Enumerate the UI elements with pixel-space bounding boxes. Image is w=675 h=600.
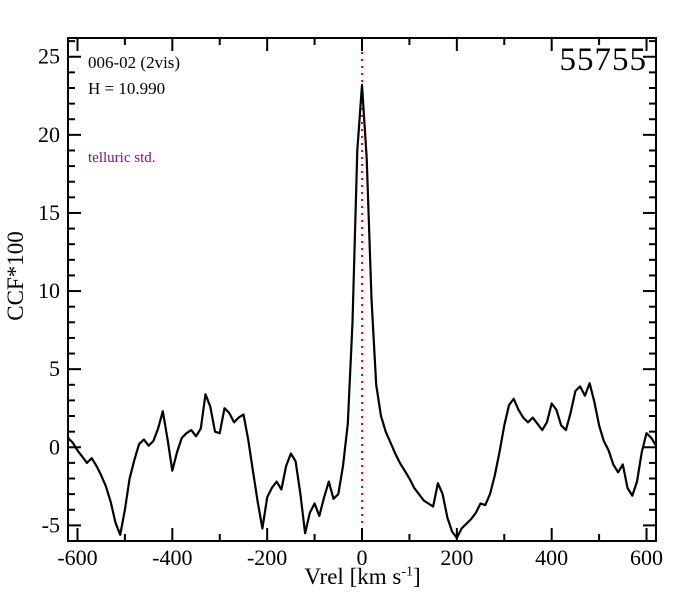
- y-tick-label: 10: [38, 278, 60, 303]
- y-tick-label: 20: [38, 122, 60, 147]
- h-magnitude-label: H = 10.990: [88, 79, 166, 98]
- telluric-std-label: telluric std.: [88, 150, 156, 166]
- x-tick-label: 400: [535, 545, 568, 570]
- ccf-curve: [66, 83, 658, 540]
- y-axis-title: CCF*100: [3, 231, 28, 321]
- x-tick-label: -200: [247, 545, 287, 570]
- x-tick-label: 600: [630, 545, 663, 570]
- x-axis-title-text: Vrel [km s: [304, 564, 402, 589]
- tick-labels: -600 -400 -200 0 200 400 600 -5 0 5 10 15 20 25: [38, 44, 663, 570]
- aperture-visit-label: 006-02 (2vis): [88, 53, 181, 72]
- y-tick-label: 15: [38, 200, 60, 225]
- x-tick-label: 200: [440, 545, 473, 570]
- x-axis-title-sup: -1: [401, 564, 413, 580]
- x-axis-title: Vrel [km s-1]: [50, 564, 675, 590]
- x-tick-label: -600: [57, 545, 97, 570]
- x-tick-label: 0: [357, 545, 368, 570]
- axis-ticks: [68, 38, 656, 541]
- x-tick-label: -400: [152, 545, 192, 570]
- y-tick-label: 0: [49, 434, 60, 459]
- x-axis-title-close: ]: [413, 564, 421, 589]
- y-tick-label: -5: [42, 512, 60, 537]
- plot-id-label: 55755: [559, 42, 647, 78]
- y-tick-label: 5: [49, 356, 60, 381]
- y-tick-label: 25: [38, 44, 60, 69]
